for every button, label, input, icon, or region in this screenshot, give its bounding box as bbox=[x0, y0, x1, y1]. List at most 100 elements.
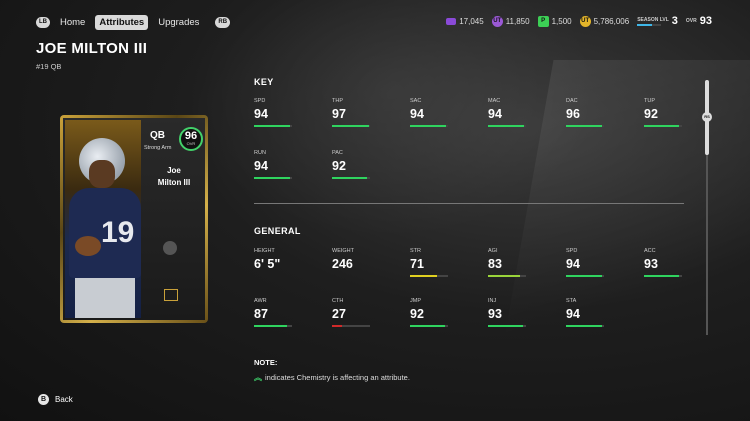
stat-label: TUP bbox=[644, 98, 655, 104]
tab-home[interactable]: Home bbox=[60, 16, 86, 28]
note-title: NOTE: bbox=[254, 358, 278, 367]
stat-bar-fill bbox=[566, 325, 602, 327]
coin-icon: UT bbox=[579, 15, 591, 27]
chemistry-chevron-icon: ︽ bbox=[254, 373, 262, 382]
stat-label: AWR bbox=[254, 298, 267, 304]
stat-label: STA bbox=[566, 298, 577, 304]
stat-bar bbox=[410, 275, 448, 277]
stat-bar-fill bbox=[254, 125, 290, 127]
stat-bar bbox=[254, 325, 292, 327]
player-number-position: #19 QB bbox=[36, 62, 62, 71]
stat-bar bbox=[644, 275, 682, 277]
card-archetype: Strong Arm bbox=[144, 145, 172, 151]
stat-value: 94 bbox=[566, 307, 580, 321]
stat-acc: ACC 93 bbox=[644, 248, 704, 277]
stat-value: 94 bbox=[566, 257, 580, 271]
tab-attributes[interactable]: Attributes bbox=[95, 14, 149, 30]
stat-value: 94 bbox=[488, 107, 502, 121]
season-progress-bar bbox=[637, 23, 662, 26]
stat-run: RUN 94 bbox=[254, 150, 314, 179]
stat-inj: INJ 93 bbox=[488, 298, 548, 327]
stat-bar bbox=[332, 325, 370, 327]
stat-value: 93 bbox=[644, 257, 658, 271]
stat-bar-fill bbox=[332, 125, 369, 127]
stat-label: THP bbox=[332, 98, 343, 104]
stat-bar-fill bbox=[332, 177, 367, 179]
ovr-label: OVR bbox=[685, 18, 697, 24]
stat-value: 27 bbox=[332, 307, 346, 321]
stat-bar-fill bbox=[410, 125, 446, 127]
stat-value: 96 bbox=[566, 107, 580, 121]
stat-label: PAC bbox=[332, 150, 343, 156]
b-button-icon: B bbox=[38, 394, 49, 405]
stat-thp: THP 97 bbox=[332, 98, 392, 127]
stat-bar-fill bbox=[254, 177, 290, 179]
currency-2: UT 11,850 bbox=[491, 15, 530, 27]
ut-points-icon: UT bbox=[491, 15, 503, 27]
stat-pac: PAC 92 bbox=[332, 150, 392, 179]
stat-sac: SAC 94 bbox=[410, 98, 470, 127]
currency-3: P 1,500 bbox=[537, 15, 572, 27]
crown-icon bbox=[164, 289, 178, 301]
stat-agi: AGI 83 bbox=[488, 248, 548, 277]
stat-bar bbox=[644, 125, 682, 127]
stat-bar bbox=[488, 275, 526, 277]
key-section-title: KEY bbox=[254, 77, 274, 87]
rb-button-icon[interactable]: RB bbox=[215, 16, 231, 28]
card-ovr-badge: 96 OVR bbox=[179, 127, 203, 151]
stat-spd: SPD 94 bbox=[254, 98, 314, 127]
card-border bbox=[60, 115, 208, 323]
stat-value: 246 bbox=[332, 257, 353, 271]
card-player-name: Joe Milton III bbox=[144, 165, 204, 189]
tab-upgrades[interactable]: Upgrades bbox=[158, 16, 200, 28]
stat-label: SPD bbox=[254, 98, 266, 104]
stat-label: STR bbox=[410, 248, 421, 254]
stat-dac: DAC 96 bbox=[566, 98, 626, 127]
stat-bar-fill bbox=[644, 125, 679, 127]
stat-value: 71 bbox=[410, 257, 424, 271]
currency-4: UT 5,786,006 bbox=[579, 15, 629, 27]
stat-bar-fill bbox=[410, 325, 445, 327]
stat-bar-fill bbox=[332, 325, 343, 327]
stat-bar bbox=[566, 125, 604, 127]
player-name: JOE MILTON III bbox=[36, 40, 148, 57]
general-section-title: GENERAL bbox=[254, 226, 301, 236]
rs-button-icon[interactable]: RS bbox=[702, 112, 712, 122]
stat-bar bbox=[488, 325, 526, 327]
team-logo-icon bbox=[163, 241, 177, 255]
stat-bar-fill bbox=[254, 325, 288, 327]
stat-value: 87 bbox=[254, 307, 268, 321]
lb-button-icon[interactable]: LB bbox=[36, 16, 50, 28]
back-label: Back bbox=[55, 395, 73, 404]
stat-label: ACC bbox=[644, 248, 656, 254]
stat-bar bbox=[254, 177, 292, 179]
back-button[interactable]: B Back bbox=[38, 394, 73, 405]
stat-value: 83 bbox=[488, 257, 502, 271]
stat-value: 94 bbox=[254, 107, 268, 121]
stat-bar bbox=[488, 125, 526, 127]
stat-value: 94 bbox=[254, 159, 268, 173]
stat-label: DAC bbox=[566, 98, 578, 104]
stat-value: 97 bbox=[332, 107, 346, 121]
stat-value: 93 bbox=[488, 307, 502, 321]
stat-value: 94 bbox=[410, 107, 424, 121]
stat-cth: CTH 27 bbox=[332, 298, 392, 327]
stat-label: HEIGHT bbox=[254, 248, 275, 254]
stat-bar bbox=[410, 325, 448, 327]
stat-bar-fill bbox=[488, 275, 520, 277]
currency-1: 17,045 bbox=[446, 16, 484, 26]
currency-1-value: 17,045 bbox=[459, 16, 484, 26]
stat-label: INJ bbox=[488, 298, 497, 304]
player-card[interactable]: 19 QB Strong Arm 96 OVR Joe Milton III bbox=[60, 115, 208, 323]
ovr-value: 93 bbox=[699, 15, 712, 27]
background-glow bbox=[180, 0, 600, 240]
stat-bar bbox=[410, 125, 448, 127]
scrollbar-track[interactable] bbox=[706, 80, 708, 335]
stat-tup: TUP 92 bbox=[644, 98, 704, 127]
stat-label: CTH bbox=[332, 298, 344, 304]
stat-bar-fill bbox=[488, 325, 524, 327]
ticket-icon bbox=[446, 17, 457, 25]
card-ovr-label: OVR bbox=[186, 141, 196, 146]
stat-weight: WEIGHT 246 bbox=[332, 248, 392, 271]
stat-value: 92 bbox=[410, 307, 424, 321]
